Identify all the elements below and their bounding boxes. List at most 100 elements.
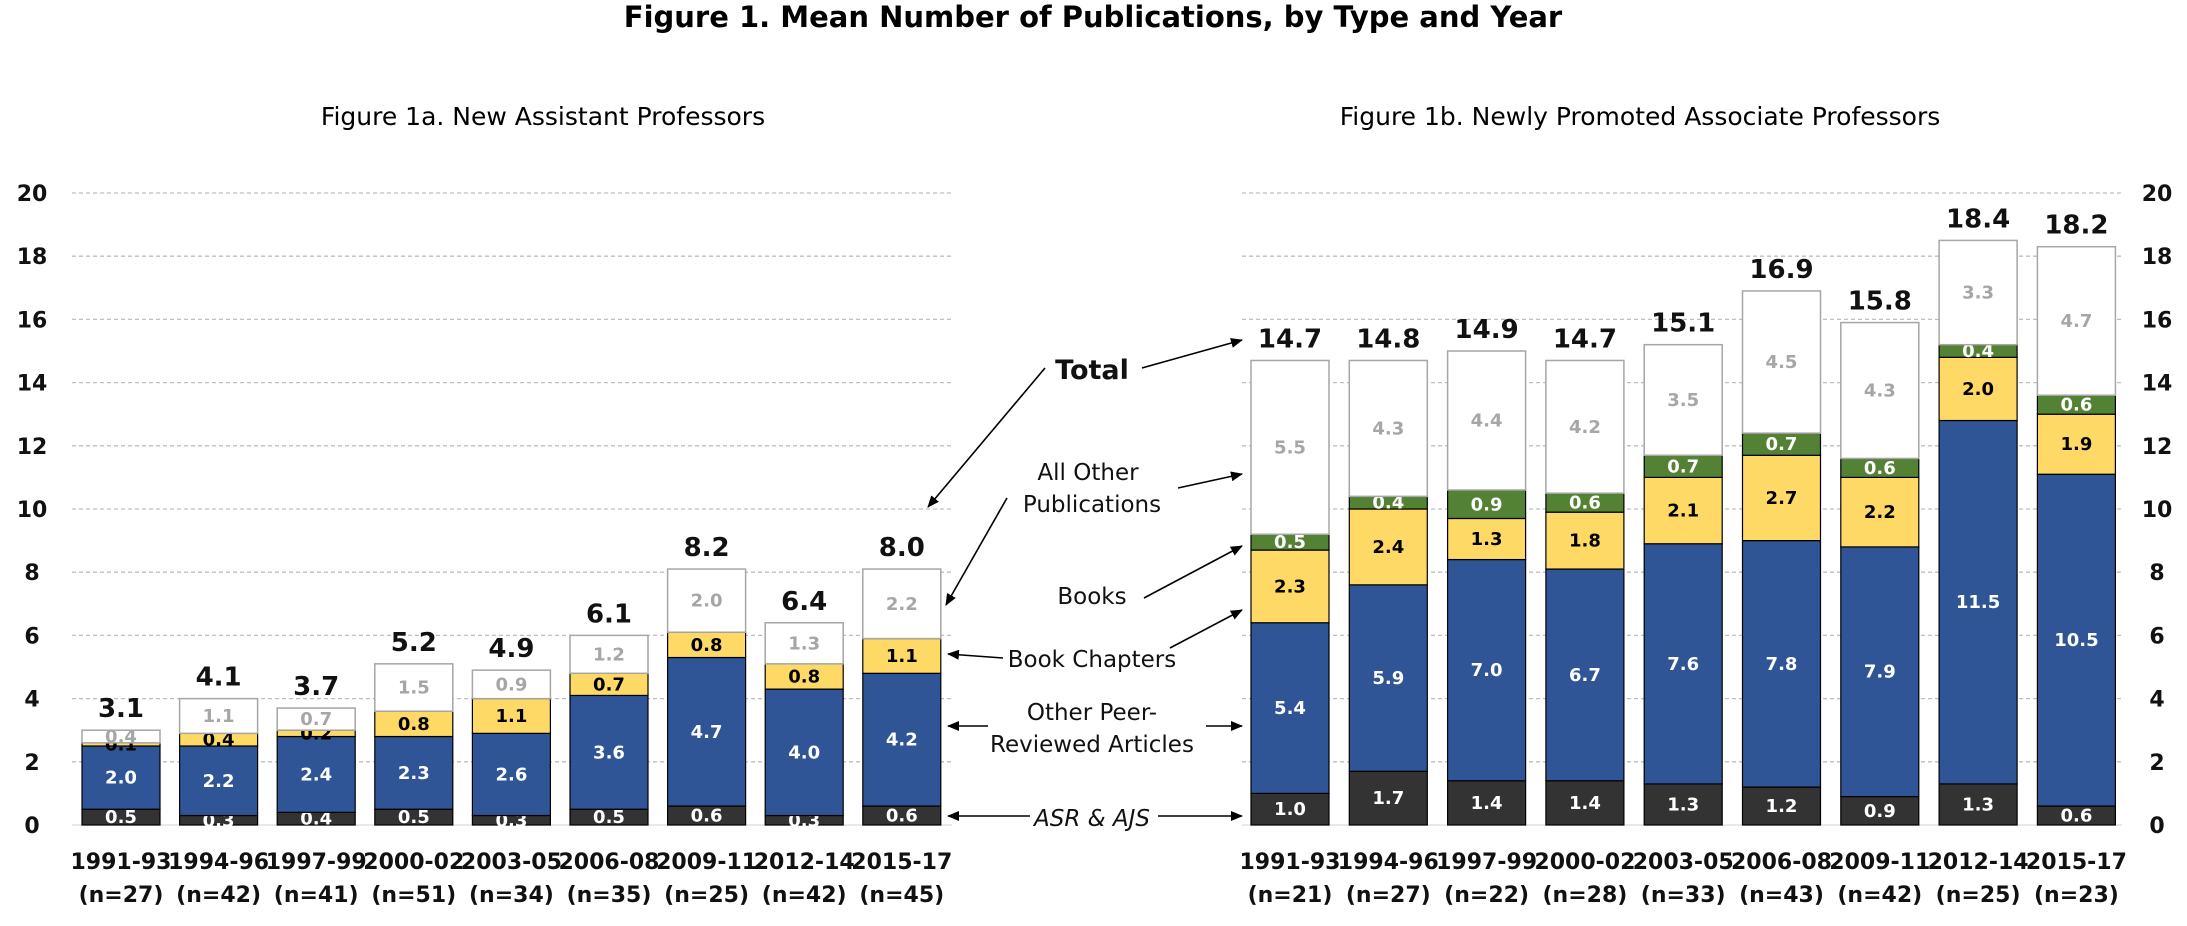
chart-a-total-label: 4.9 <box>488 634 534 664</box>
chart-a-bar-other-2006-08 <box>569 634 649 675</box>
chart-a-value-label-peer: 3.6 <box>593 742 625 763</box>
chart-a-value-label-other: 2.0 <box>691 591 723 612</box>
chart-b-n-label: (n=27) <box>1346 883 1431 908</box>
chart-b-bar-chapters-2006-08 <box>1741 454 1822 542</box>
chart-a-value-label-other: 0.7 <box>300 709 332 730</box>
chart-b-value-label-other: 3.3 <box>1962 283 1994 304</box>
chart-b-bar-peer-2006-08 <box>1741 539 1822 788</box>
chart-a-category-label: 1997-99 <box>266 850 367 875</box>
chart-b-value-label-books: 0.4 <box>1962 341 1994 362</box>
chart-b-value-label-peer: 11.5 <box>1956 592 2000 613</box>
chart-b-bar-books-1997-99 <box>1446 489 1527 520</box>
chart-a-value-label-peer: 2.0 <box>105 768 137 789</box>
chart-b-ytick-label: 6 <box>2149 624 2164 649</box>
chart-b-value-label-chapters: 1.9 <box>2060 434 2092 455</box>
chart-b-ytick-label: 2 <box>2149 751 2164 776</box>
chart-b-bar-other-2012-14 <box>1938 239 2018 346</box>
chart-a-value-label-asr: 0.5 <box>398 807 430 828</box>
chart-b-n-label: (n=25) <box>1936 883 2021 908</box>
chart-a-value-label-other: 1.5 <box>398 678 430 699</box>
chart-b-bar-other-2000-02 <box>1545 359 1625 494</box>
chart-a-total-label: 3.1 <box>98 694 144 724</box>
chart-b-ytick-label: 0 <box>2149 814 2164 839</box>
chart-a-value-label-chapters: 0.8 <box>691 635 723 656</box>
chart-b-total-label: 16.9 <box>1749 255 1813 285</box>
chart-a-category-label: 2000-02 <box>363 850 464 875</box>
chart-a-value-label-other: 1.3 <box>788 633 820 654</box>
chart-b-value-label-asr: 1.2 <box>1766 796 1798 817</box>
chart-b-total-label: 14.8 <box>1356 324 1420 354</box>
chart-b-value-label-peer: 7.8 <box>1766 654 1798 675</box>
chart-b-value-label-asr: 0.9 <box>1864 801 1896 822</box>
chart-b-value-label-chapters: 2.0 <box>1962 379 1994 400</box>
chart-a-ytick-label: 6 <box>24 624 39 649</box>
chart-b-category-label: 1991-93 <box>1240 850 1341 875</box>
chart-b-ytick-label: 18 <box>2142 245 2173 270</box>
chart-a-value-label-chapters: 0.7 <box>593 674 625 695</box>
arrow-chapters-to-b <box>1169 609 1243 649</box>
chart-b-bar-peer-1997-99 <box>1446 558 1527 782</box>
chart-a-value-label-peer: 4.0 <box>788 742 820 763</box>
arrow-books-to-b <box>1143 545 1243 599</box>
chart-a-value-label-chapters: 0.8 <box>398 714 430 735</box>
chart-a-bar-peer-2000-02 <box>374 735 454 810</box>
chart-a-ytick-label: 8 <box>24 561 39 586</box>
chart-a-value-label-chapters: 0.4 <box>203 730 235 751</box>
chart-a-bar-peer-2015-17 <box>862 672 942 807</box>
chart-a-ytick-label: 18 <box>17 245 48 270</box>
chart-b-n-label: (n=23) <box>2034 883 2119 908</box>
chart-a-plot: 024681012141618200.52.00.10.43.11991-93(… <box>17 182 953 908</box>
chart-b-category-label: 2015-17 <box>2026 850 2127 875</box>
chart-a-bar-peer-1991-93 <box>81 745 161 810</box>
annotation-other-line2: Publications <box>1023 492 1161 518</box>
chart-b-n-label: (n=21) <box>1248 883 1333 908</box>
annotation-total: Total <box>1055 355 1129 386</box>
chart-b-category-label: 2012-14 <box>1928 850 2029 875</box>
chart-b-bar-asr-2012-14 <box>1938 783 2018 826</box>
chart-a-ytick-label: 10 <box>17 498 48 523</box>
chart-a-bar-other-2000-02 <box>374 663 454 712</box>
chart-b-bar-peer-2000-02 <box>1545 568 1625 782</box>
chart-b-total-label: 14.7 <box>1258 324 1322 354</box>
chart-b-bar-peer-2003-05 <box>1643 543 1723 785</box>
chart-b-bar-other-1991-93 <box>1250 359 1330 536</box>
chart-a-category-label: 2006-08 <box>559 850 660 875</box>
chart-b-total-label: 14.7 <box>1553 324 1617 354</box>
chart-a-value-label-peer: 2.3 <box>398 763 430 784</box>
chart-b-category-label: 2009-11 <box>1829 850 1930 875</box>
chart-b-value-label-peer: 7.0 <box>1471 660 1503 681</box>
chart-b-value-label-peer: 10.5 <box>2054 630 2098 651</box>
chart-a-category-label: 2003-05 <box>461 850 562 875</box>
chart-a-category-label: 1994-96 <box>168 850 269 875</box>
chart-b-value-label-asr: 1.7 <box>1372 788 1404 809</box>
chart-a-value-label-asr: 0.5 <box>593 807 625 828</box>
chart-a-total-label: 6.4 <box>781 587 827 617</box>
chart-a-total-label: 3.7 <box>293 672 339 702</box>
chart-a-n-label: (n=34) <box>469 883 554 908</box>
chart-a-value-label-chapters: 1.1 <box>495 706 527 727</box>
chart-b-value-label-books: 0.5 <box>1274 532 1306 553</box>
chart-a-total-label: 5.2 <box>391 628 437 658</box>
chart-a-value-label-other: 0.4 <box>105 727 137 748</box>
chart-a-title: Figure 1a. New Assistant Professors <box>321 102 765 131</box>
chart-b-n-label: (n=33) <box>1641 883 1726 908</box>
chart-a-value-label-peer: 2.4 <box>300 764 332 785</box>
chart-b-bar-chapters-2000-02 <box>1545 511 1625 570</box>
chart-a-ytick-label: 14 <box>17 372 48 397</box>
chart-a-bar-chapters-2000-02 <box>374 710 454 738</box>
chart-b-value-label-peer: 5.4 <box>1274 698 1306 719</box>
annotation-other-line1: All Other <box>1037 460 1139 486</box>
chart-a-ytick-label: 16 <box>17 308 48 333</box>
chart-a-n-label: (n=42) <box>176 883 261 908</box>
chart-a-value-label-peer: 2.6 <box>495 764 527 785</box>
chart-a-ytick-label: 12 <box>17 435 48 460</box>
chart-a-total-label: 8.0 <box>879 533 925 563</box>
chart-b-value-label-asr: 1.0 <box>1274 799 1306 820</box>
chart-b-value-label-other: 4.3 <box>1372 418 1404 439</box>
chart-b-value-label-peer: 7.6 <box>1667 654 1699 675</box>
chart-b-category-label: 2003-05 <box>1633 850 1734 875</box>
chart-b-bar-chapters-2012-14 <box>1938 356 2018 422</box>
chart-a-n-label: (n=42) <box>762 883 847 908</box>
chart-a-n-label: (n=35) <box>567 883 652 908</box>
